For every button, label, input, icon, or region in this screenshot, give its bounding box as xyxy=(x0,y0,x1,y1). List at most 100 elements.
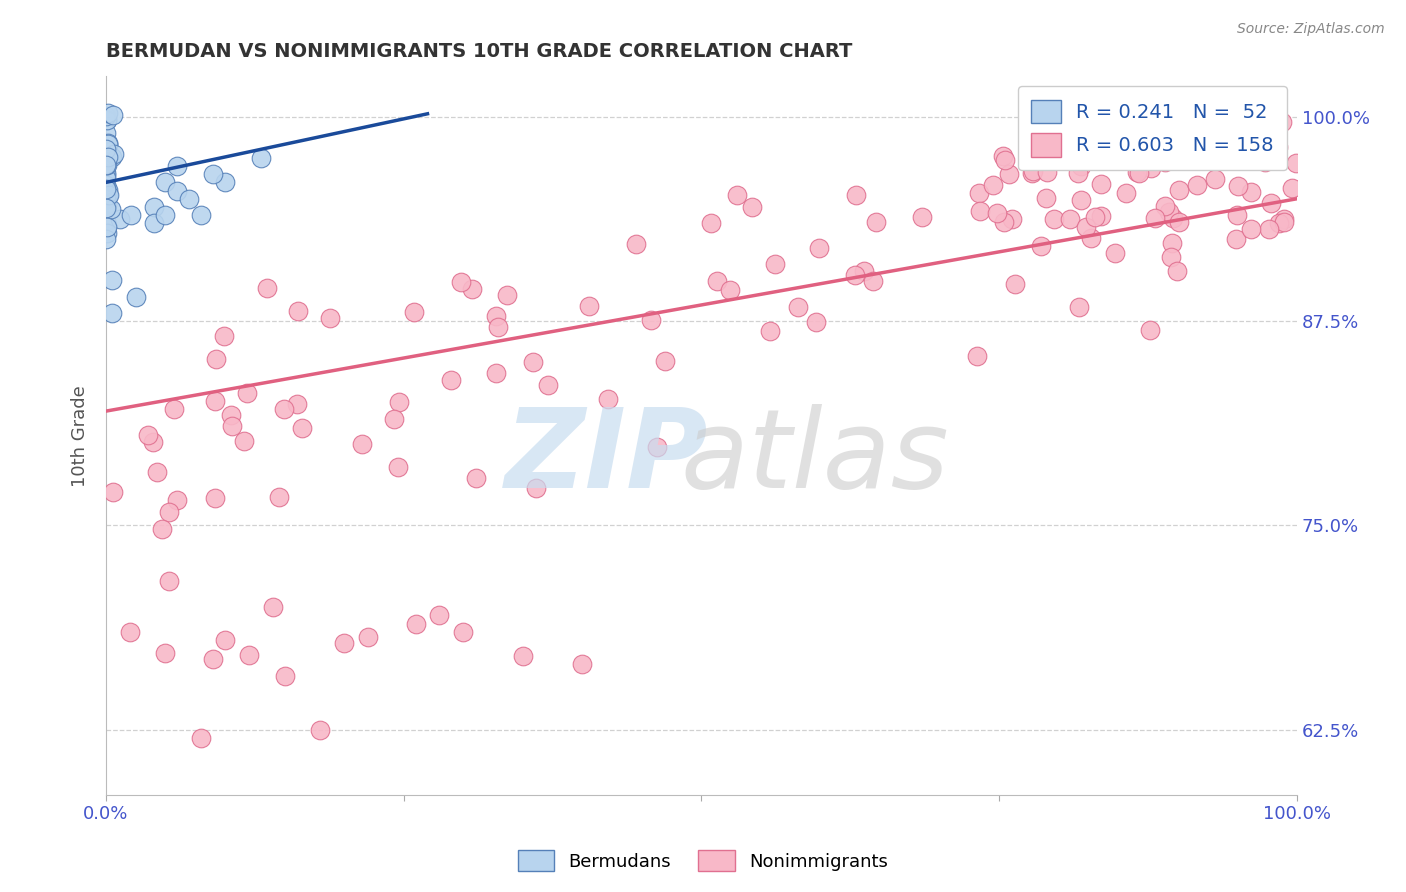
Point xyxy=(96,232,118,246)
Point xyxy=(256,281,278,295)
Point xyxy=(166,493,188,508)
Point xyxy=(967,186,990,201)
Point xyxy=(291,421,314,435)
Point xyxy=(1225,232,1247,246)
Point xyxy=(166,159,188,173)
Point xyxy=(1090,147,1112,161)
Point xyxy=(1157,204,1180,219)
Point xyxy=(96,112,118,127)
Point xyxy=(537,378,560,392)
Point xyxy=(1260,138,1282,153)
Point xyxy=(1226,179,1249,194)
Point xyxy=(94,216,117,230)
Point xyxy=(98,187,121,202)
Point xyxy=(219,408,242,422)
Point xyxy=(1144,211,1167,225)
Point xyxy=(994,153,1017,167)
Point xyxy=(654,354,676,368)
Point xyxy=(1126,164,1149,178)
Point xyxy=(1090,178,1112,192)
Point xyxy=(640,313,662,327)
Point xyxy=(190,731,212,745)
Point xyxy=(624,237,647,252)
Point xyxy=(387,460,409,475)
Point xyxy=(1258,221,1281,235)
Point xyxy=(94,191,117,205)
Point xyxy=(262,600,284,615)
Point xyxy=(101,273,124,287)
Point xyxy=(212,329,235,343)
Point xyxy=(512,649,534,664)
Point xyxy=(862,274,884,288)
Point xyxy=(596,392,619,406)
Point xyxy=(981,178,1004,193)
Point xyxy=(155,646,177,660)
Point xyxy=(273,402,295,417)
Text: atlas: atlas xyxy=(681,404,949,511)
Point xyxy=(179,192,201,206)
Point xyxy=(969,204,991,219)
Point xyxy=(101,108,124,122)
Point xyxy=(451,624,474,639)
Point xyxy=(1021,166,1043,180)
Point xyxy=(1226,208,1249,222)
Point xyxy=(1257,127,1279,141)
Point xyxy=(405,616,427,631)
Point xyxy=(388,395,411,409)
Point xyxy=(645,440,668,454)
Point xyxy=(911,210,934,224)
Legend: R = 0.241   N =  52, R = 0.603   N = 158: R = 0.241 N = 52, R = 0.603 N = 158 xyxy=(1018,86,1288,170)
Point xyxy=(97,105,120,120)
Point xyxy=(382,412,405,426)
Point xyxy=(204,491,226,505)
Legend: Bermudans, Nonimmigrants: Bermudans, Nonimmigrants xyxy=(510,843,896,879)
Point xyxy=(97,137,120,152)
Point xyxy=(97,136,120,151)
Point xyxy=(1004,277,1026,292)
Point xyxy=(700,216,723,230)
Point xyxy=(1185,178,1208,192)
Point xyxy=(1067,166,1090,180)
Text: BERMUDAN VS NONIMMIGRANTS 10TH GRADE CORRELATION CHART: BERMUDAN VS NONIMMIGRANTS 10TH GRADE COR… xyxy=(105,42,852,61)
Point xyxy=(101,306,124,320)
Point xyxy=(221,418,243,433)
Point xyxy=(96,113,118,128)
Point xyxy=(998,167,1021,181)
Point xyxy=(1240,222,1263,236)
Point xyxy=(136,428,159,442)
Point xyxy=(202,652,225,666)
Point xyxy=(439,373,461,387)
Point xyxy=(1240,185,1263,199)
Point xyxy=(350,437,373,451)
Point xyxy=(1090,209,1112,223)
Point xyxy=(94,182,117,196)
Point xyxy=(993,215,1015,229)
Point xyxy=(125,290,148,304)
Point xyxy=(1140,161,1163,176)
Point xyxy=(97,183,120,197)
Point xyxy=(96,220,118,235)
Point xyxy=(142,216,165,230)
Point xyxy=(249,151,271,165)
Point xyxy=(96,226,118,240)
Point xyxy=(214,175,236,189)
Point xyxy=(526,481,548,495)
Point xyxy=(103,147,125,161)
Point xyxy=(1260,195,1282,210)
Point xyxy=(236,385,259,400)
Point xyxy=(1272,215,1295,229)
Point xyxy=(108,212,131,227)
Point xyxy=(986,206,1008,220)
Point xyxy=(157,505,180,519)
Point xyxy=(1001,211,1024,226)
Point xyxy=(522,354,544,368)
Point xyxy=(287,303,309,318)
Point xyxy=(450,275,472,289)
Point xyxy=(763,257,786,271)
Text: ZIP: ZIP xyxy=(505,404,709,511)
Point xyxy=(1281,180,1303,194)
Point xyxy=(309,723,332,737)
Point xyxy=(1021,113,1043,128)
Point xyxy=(429,608,451,623)
Point xyxy=(94,109,117,123)
